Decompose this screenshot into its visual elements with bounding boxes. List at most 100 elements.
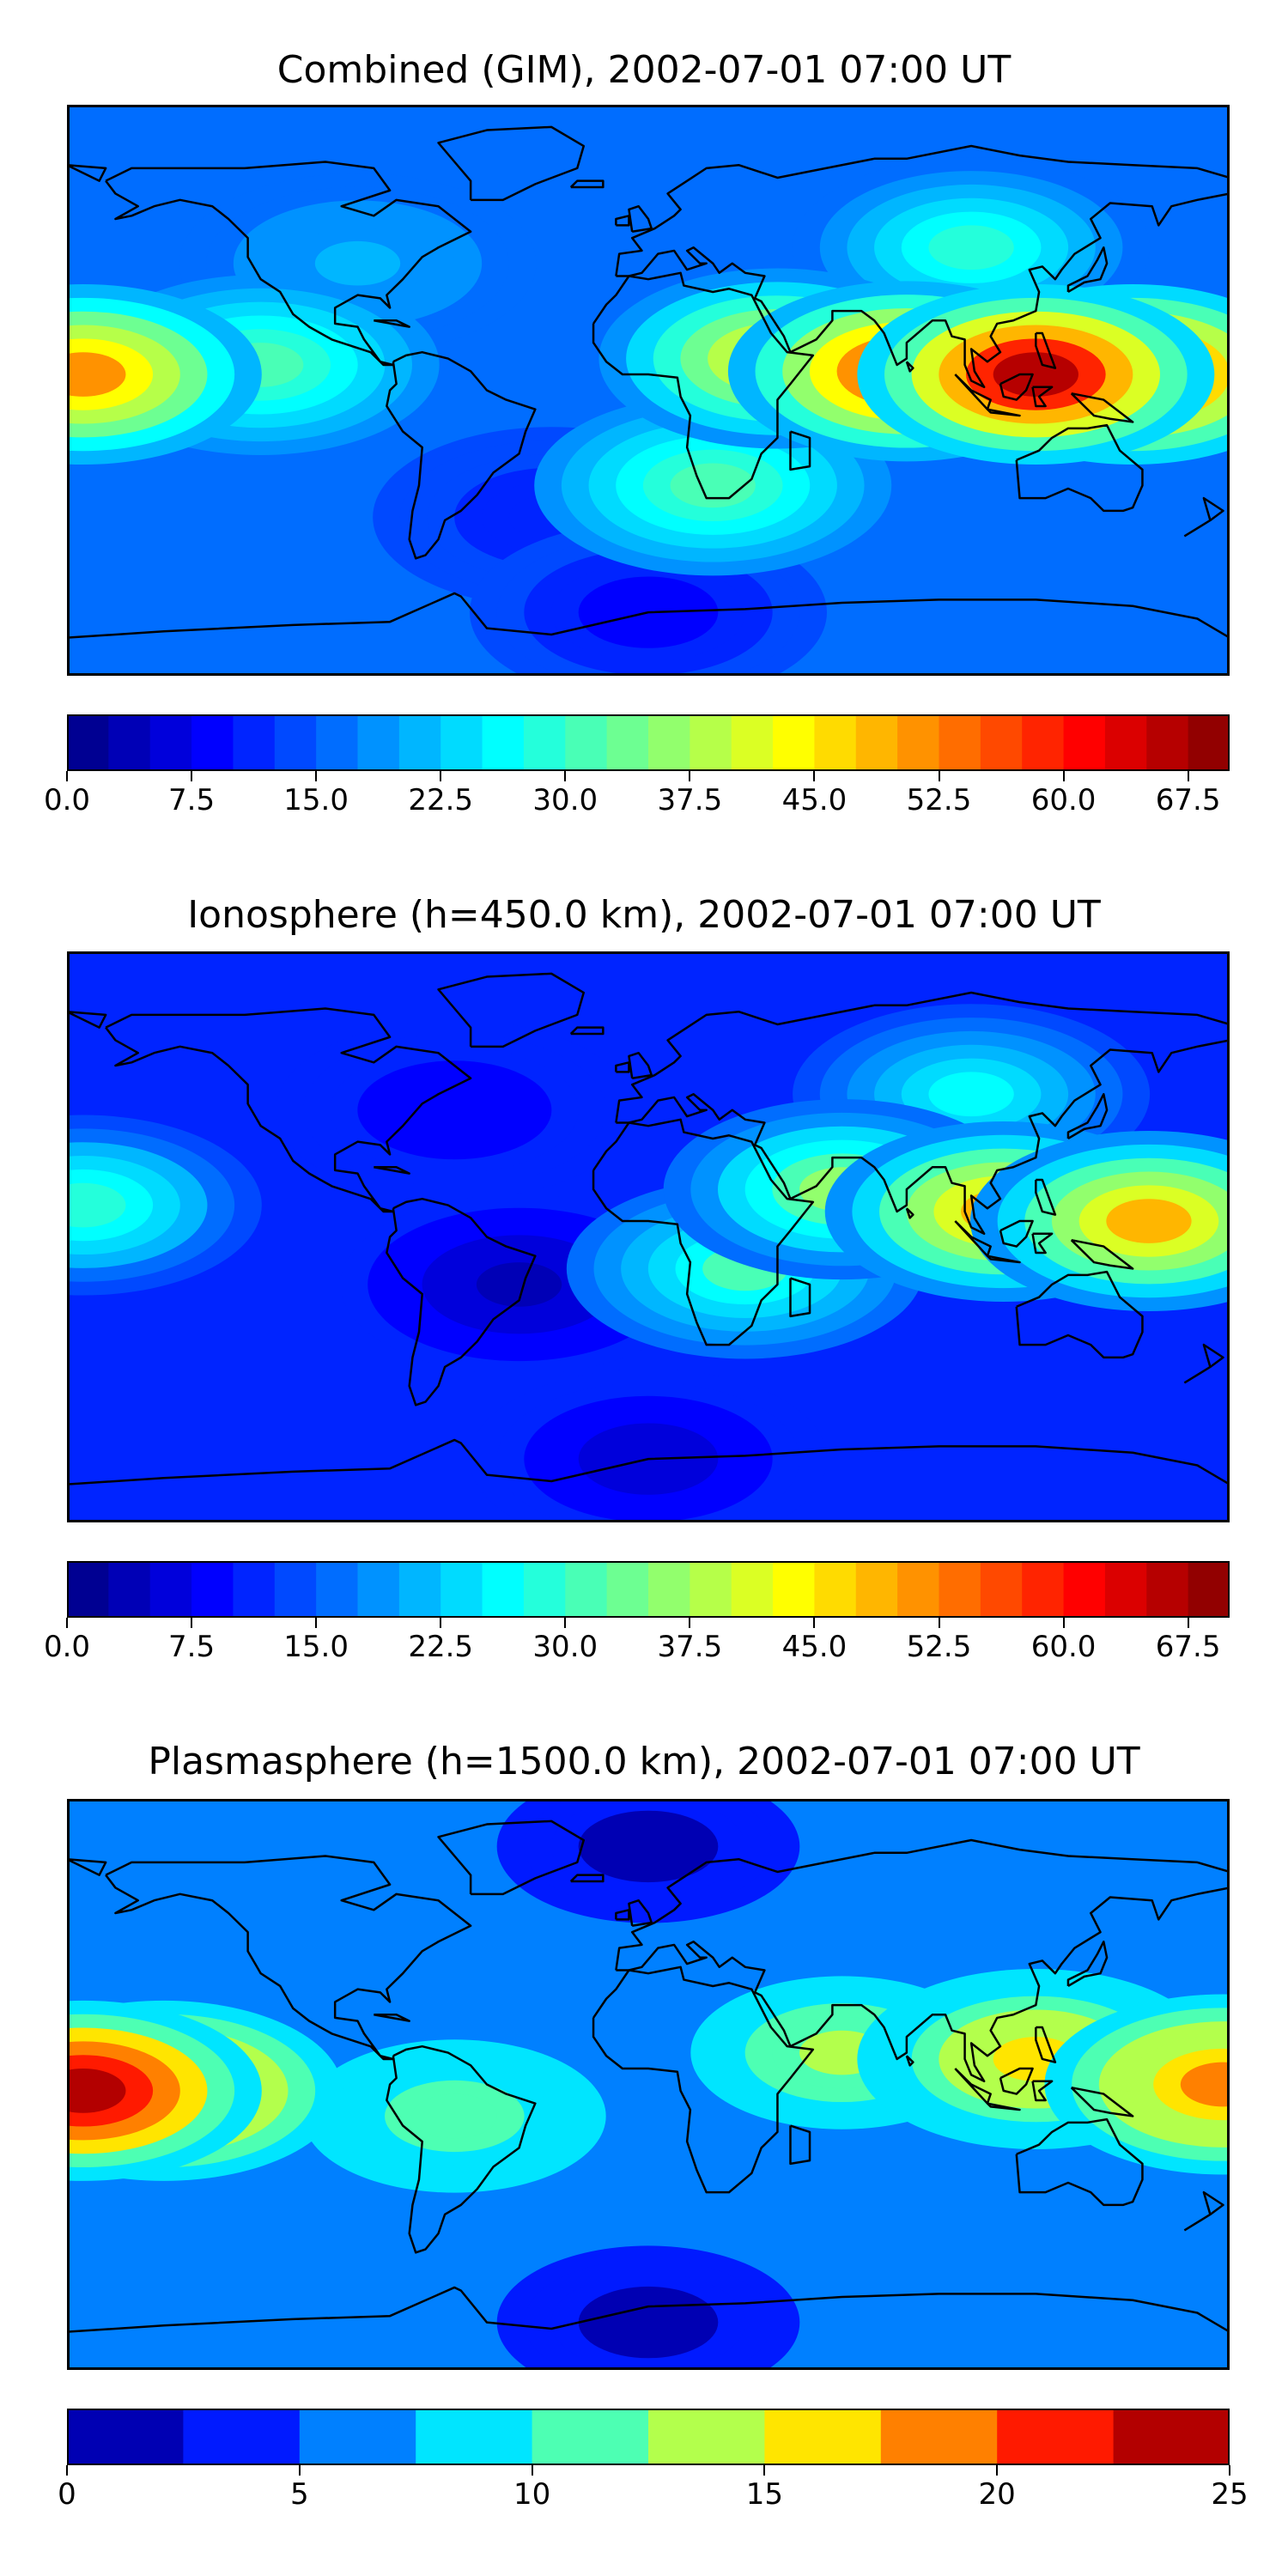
coastline-13 (999, 2067, 1034, 2095)
heatmap-feature-2-level-5 (476, 1262, 562, 1307)
colorbar-tick-mark (66, 771, 68, 781)
coastline-9 (569, 1026, 605, 1036)
colorbar-swatch-1 (108, 1561, 151, 1618)
colorbar-frame (67, 714, 1230, 771)
colorbar-swatch-2 (149, 714, 192, 771)
coastline-4 (1015, 423, 1144, 513)
coastline-12 (987, 2102, 1021, 2111)
panel-1-colorbar (67, 714, 1230, 771)
colorbar-frame (67, 2409, 1230, 2465)
coastline-14 (1031, 386, 1054, 408)
colorbar-swatch-2 (299, 2409, 416, 2465)
coastline-8 (615, 1061, 630, 1073)
panel-2-title: Ionosphere (h=450.0 km), 2002-07-01 07:0… (187, 893, 1101, 937)
coastline-5 (67, 592, 1230, 639)
heatmap-feature-8-level-5 (67, 2069, 126, 2113)
colorbar-tick-label: 37.5 (657, 783, 723, 817)
colorbar-swatch-26 (1146, 714, 1189, 771)
coastline-8 (615, 1909, 630, 1921)
colorbar-tick-label: 15.0 (283, 783, 349, 817)
colorbar-swatch-0 (67, 1561, 109, 1618)
colorbar-tick-mark (440, 1618, 442, 1628)
colorbar-tick-label: 37.5 (657, 1630, 723, 1664)
colorbar-swatch-17 (773, 1561, 816, 1618)
heatmap-feature-0-level-5 (702, 2125, 788, 2171)
coastline-7 (628, 204, 653, 234)
colorbar-swatch-10 (482, 1561, 525, 1618)
colorbar-tick-mark (191, 1618, 193, 1628)
colorbar-swatch-8 (398, 714, 441, 771)
colorbar-tick-label: 10 (513, 2477, 551, 2512)
heatmap-feature-7-level-5 (67, 352, 126, 397)
colorbar-tick-mark (315, 771, 318, 781)
colorbar-swatch-13 (606, 1561, 649, 1618)
panel-2-colorbar-ticks: 0.0 7.5 15.0 22.5 30.0 37.5 45.0 52.5 60.0 67.5 (44, 1618, 1230, 1669)
heatmap-feature-1-level-5 (411, 2093, 497, 2139)
colorbar-swatch-23 (1022, 714, 1065, 771)
coastline-5 (67, 2286, 1230, 2333)
colorbar-swatch-4 (233, 1561, 276, 1618)
coastline-16 (1035, 1178, 1057, 1216)
colorbar-tick-mark (298, 2465, 301, 2476)
coastline-4 (1015, 2117, 1144, 2207)
colorbar-tick-label: 67.5 (1155, 1630, 1221, 1664)
colorbar-swatch-11 (523, 1561, 566, 1618)
coastline-0 (105, 1007, 472, 1213)
panel-2-map (67, 951, 1230, 1522)
colorbar-swatch-0 (67, 2409, 184, 2465)
coastline-19 (374, 1165, 410, 1175)
colorbar-tick-label: 0 (58, 2477, 76, 2512)
colorbar-swatch-9 (440, 714, 483, 771)
coastline-14 (1031, 1232, 1054, 1255)
coastline-15 (1070, 392, 1134, 423)
coastline-13 (999, 1219, 1034, 1248)
panel-1-heatmap (67, 105, 1230, 676)
panel-2-heatmap (67, 951, 1230, 1522)
colorbar-swatch-14 (648, 714, 690, 771)
coastline-1 (386, 2044, 537, 2254)
colorbar-swatch-9 (1113, 2409, 1230, 2465)
coastline-11 (954, 1220, 992, 1257)
colorbar-tick-label: 30.0 (532, 1630, 598, 1664)
coastline-2 (592, 271, 815, 500)
coastline-21 (67, 1857, 107, 1876)
colorbar-tick-mark (564, 1618, 567, 1628)
coastline-3 (615, 991, 1230, 1236)
panel-1-title: Combined (GIM), 2002-07-01 07:00 UT (276, 48, 1012, 92)
colorbar-swatch-0 (67, 714, 109, 771)
coastline-3 (615, 144, 1230, 389)
colorbar-swatch-4 (233, 714, 276, 771)
coastline-7 (628, 1051, 653, 1080)
coastline-18 (905, 361, 914, 373)
coastline-15 (1070, 1238, 1134, 1270)
coastline-12 (987, 408, 1021, 417)
colorbar-swatch-17 (773, 714, 816, 771)
colorbar-tick-label: 20 (978, 2477, 1016, 2512)
panel-2-colorbar (67, 1561, 1230, 1618)
colorbar-swatch-18 (814, 714, 857, 771)
coastline-20 (1183, 1343, 1224, 1384)
colorbar-swatch-21 (939, 1561, 981, 1618)
heatmap-feature-2-level-5 (605, 1824, 691, 1869)
colorbar-tick-label: 60.0 (1030, 1630, 1097, 1664)
colorbar-swatch-24 (1063, 714, 1106, 771)
colorbar-swatch-8 (398, 1561, 441, 1618)
colorbar-swatch-20 (897, 714, 940, 771)
panel-1-map (67, 105, 1230, 676)
colorbar-tick-mark (66, 1618, 68, 1628)
coastline-10 (1066, 1941, 1109, 1988)
colorbar-swatch-11 (523, 714, 566, 771)
colorbar-swatch-15 (690, 1561, 732, 1618)
panel-1-colorbar-swatches (67, 714, 1230, 771)
heatmap-feature-4-level-5 (67, 1182, 126, 1228)
colorbar-swatch-18 (814, 1561, 857, 1618)
colorbar-tick-mark (1187, 1618, 1189, 1628)
colorbar-tick-label: 30.0 (532, 783, 598, 817)
colorbar-tick-label: 45.0 (781, 1630, 848, 1664)
colorbar-swatch-22 (980, 714, 1023, 771)
colorbar-swatch-27 (1188, 714, 1230, 771)
colorbar-swatch-26 (1146, 1561, 1189, 1618)
coastline-18 (905, 2055, 914, 2067)
coastline-2 (592, 1965, 815, 2194)
panel-3-colorbar-swatches (67, 2409, 1230, 2465)
